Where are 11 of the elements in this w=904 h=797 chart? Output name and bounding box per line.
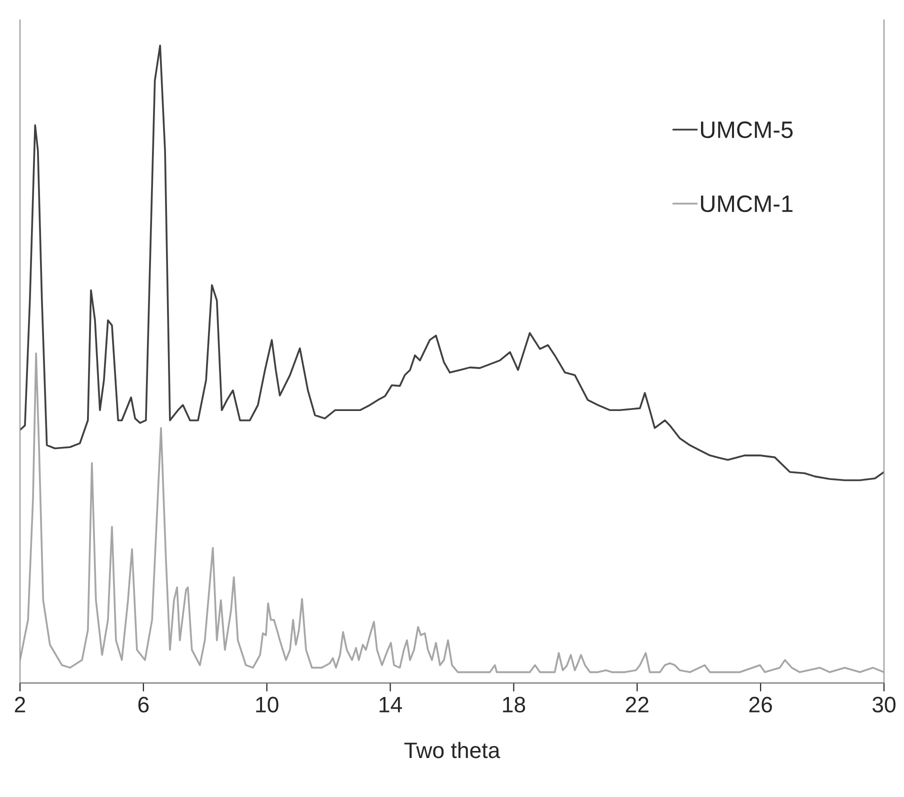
x-tick-label: 10 bbox=[256, 696, 278, 713]
x-tick-label: 22 bbox=[626, 696, 648, 712]
x-tick-label: 30 bbox=[872, 696, 896, 713]
x-tick-label: 18 bbox=[503, 696, 526, 713]
legend-label: UMCM-1 bbox=[701, 195, 792, 212]
x-tick-label: 2 bbox=[14, 696, 26, 712]
x-axis-title: Two theta bbox=[404, 742, 500, 758]
x-tick-label: 6 bbox=[138, 696, 149, 713]
x-tick-label: 26 bbox=[749, 696, 772, 713]
x-tick-label: 14 bbox=[380, 697, 402, 712]
legend-label: UMCM-5 bbox=[701, 121, 793, 138]
